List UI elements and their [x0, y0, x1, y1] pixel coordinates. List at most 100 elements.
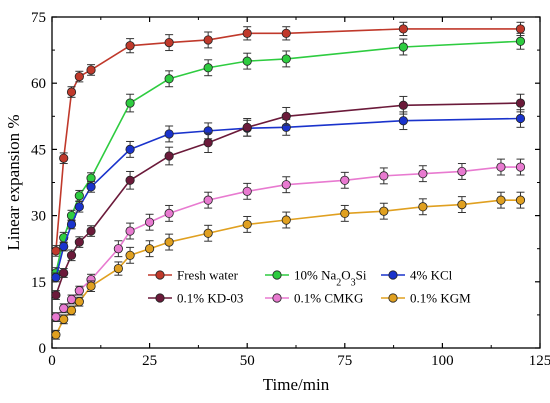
data-point: [340, 208, 350, 218]
legend-label: 10% Na2O3Si: [294, 268, 367, 289]
series-line: [55, 102, 521, 296]
y-axis-ticks: 0 15 30 45 60 75: [31, 10, 540, 357]
legend-label: 0.1% KD-03: [177, 291, 243, 306]
data-point: [164, 237, 174, 247]
data-point: [59, 241, 69, 252]
legend-label: Fresh water: [177, 268, 239, 283]
data-point: [66, 294, 77, 305]
legend-label-part: 2: [336, 277, 341, 288]
data-point: [242, 56, 252, 66]
legend: Fresh water 10% Na2O3Si 4% KCl 0.1% KD-03 0.…: [148, 268, 471, 306]
x-tick-label: 100: [431, 353, 454, 369]
y-axis-title: Linear expansion %: [4, 115, 23, 251]
data-point: [281, 180, 291, 190]
legend-label: 0.1% KGM: [410, 291, 471, 306]
data-point: [51, 290, 61, 300]
data-point: [203, 228, 213, 238]
data-point: [496, 162, 506, 172]
legend-item: 0.1% CMKG: [265, 291, 363, 306]
legend-label-part: 10% Na: [294, 268, 336, 283]
x-tick-label: 25: [142, 353, 157, 369]
data-point: [398, 24, 408, 34]
data-point: [86, 173, 96, 183]
data-point: [74, 71, 84, 82]
data-point: [203, 138, 213, 148]
data-point: [145, 244, 155, 254]
data-point: [74, 286, 84, 296]
data-point: [74, 237, 84, 247]
data-point: [203, 63, 213, 73]
y-tick-label: 45: [31, 142, 46, 158]
data-point: [457, 166, 467, 177]
data-point: [379, 171, 389, 181]
legend-label: 0.1% CMKG: [294, 291, 363, 306]
x-tick-label: 125: [529, 353, 550, 369]
x-tick-label: 50: [240, 353, 255, 369]
data-point: [113, 244, 123, 254]
data-point: [281, 215, 291, 225]
y-tick-label: 15: [31, 275, 46, 291]
data-point: [496, 195, 506, 205]
data-point: [59, 268, 69, 278]
data-point: [86, 182, 96, 192]
data-point: [164, 129, 174, 139]
data-point: [125, 250, 135, 260]
data-point: [398, 100, 408, 110]
data-point: [59, 303, 69, 313]
data-point: [125, 226, 135, 236]
data-point: [66, 219, 77, 230]
data-point: [86, 281, 96, 291]
data-point: [125, 175, 135, 185]
legend-item: 10% Na2O3Si: [265, 268, 367, 289]
legend-marker: [272, 270, 282, 280]
legend-item: 4% KCl: [381, 268, 453, 283]
data-point: [74, 297, 84, 307]
data-point: [164, 208, 174, 218]
x-tick-label: 0: [48, 353, 56, 369]
data-point: [242, 28, 252, 38]
series-6: [51, 191, 526, 340]
legend-item: 0.1% KGM: [381, 291, 471, 306]
x-tick-label: 75: [337, 353, 352, 369]
data-point: [379, 206, 389, 216]
legend-marker: [272, 293, 282, 303]
y-tick-label: 0: [39, 341, 47, 357]
data-point: [66, 250, 77, 260]
data-point: [418, 169, 428, 179]
data-point: [281, 111, 291, 121]
data-point: [515, 195, 526, 205]
data-point: [66, 87, 77, 97]
data-point: [51, 272, 61, 282]
data-point: [145, 217, 155, 227]
data-point: [515, 36, 526, 46]
data-point: [515, 24, 526, 34]
data-point: [59, 314, 69, 324]
data-point: [51, 330, 61, 340]
legend-label-part: Si: [356, 268, 367, 283]
series-layer: [51, 21, 526, 340]
data-point: [164, 151, 174, 161]
data-point: [51, 312, 61, 322]
x-axis-title: Time/min: [263, 375, 330, 394]
series-5: [51, 158, 526, 323]
data-point: [51, 246, 61, 256]
data-point: [242, 219, 252, 230]
data-point: [125, 41, 135, 51]
series-4: [51, 93, 526, 300]
legend-label-part: O: [341, 268, 350, 283]
data-point: [74, 202, 84, 212]
data-point: [125, 144, 135, 154]
legend-marker: [388, 270, 398, 280]
data-point: [164, 37, 174, 48]
series-3: [51, 109, 526, 283]
data-point: [340, 175, 350, 185]
data-point: [66, 305, 77, 316]
legend-marker: [155, 293, 165, 303]
data-point: [418, 202, 428, 212]
data-point: [242, 122, 252, 132]
legend-item: 0.1% KD-03: [148, 291, 243, 306]
data-point: [515, 98, 526, 108]
data-point: [86, 226, 96, 236]
legend-marker: [155, 270, 165, 280]
